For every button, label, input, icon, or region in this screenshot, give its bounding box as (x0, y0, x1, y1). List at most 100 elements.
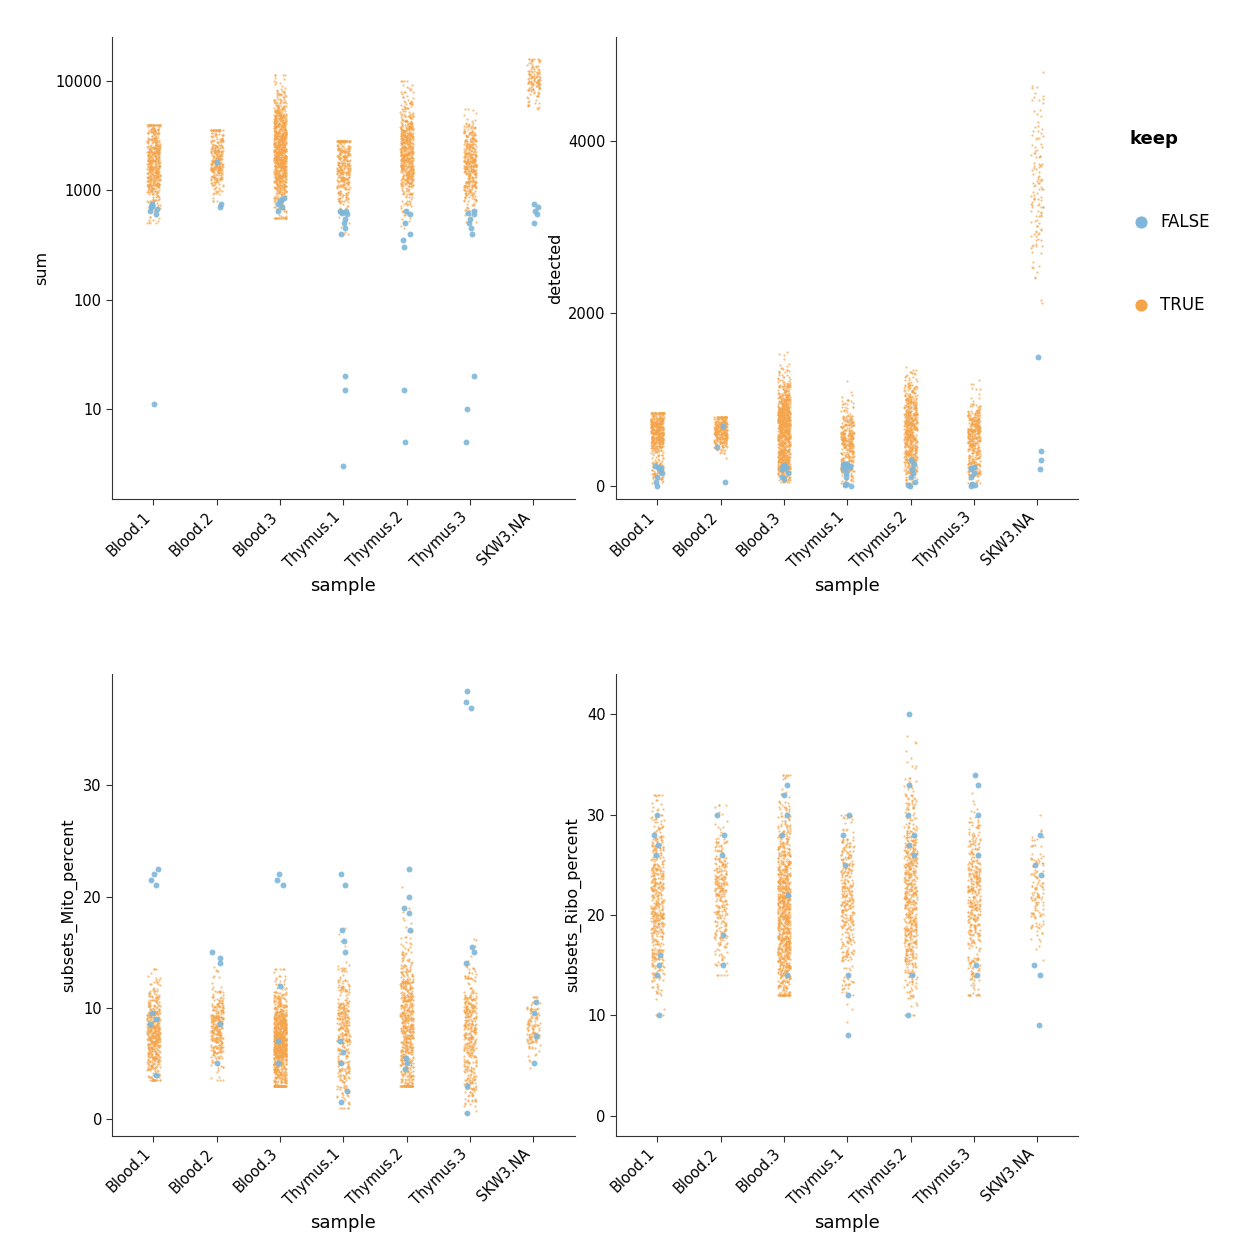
Point (1025, 879, 1045, 899)
Point (459, 1023, 479, 1043)
Point (265, 149, 285, 168)
Point (645, 423, 665, 443)
Point (337, 981, 357, 1001)
Point (900, 406, 920, 426)
Point (463, 158, 483, 178)
Point (779, 401, 799, 421)
Point (901, 401, 921, 421)
Point (203, 1041, 223, 1061)
Point (398, 1028, 418, 1048)
Point (900, 426, 920, 446)
Point (266, 1057, 286, 1077)
Point (779, 447, 799, 467)
Point (778, 394, 797, 414)
Point (778, 934, 797, 953)
Point (144, 1047, 163, 1067)
Point (328, 997, 348, 1017)
Point (895, 397, 915, 417)
Point (462, 147, 482, 167)
Point (394, 170, 414, 190)
Point (644, 436, 664, 456)
Point (337, 1046, 357, 1066)
Point (265, 165, 285, 185)
Point (466, 971, 485, 991)
Point (897, 393, 917, 413)
Point (271, 183, 291, 203)
Point (644, 409, 664, 429)
Point (339, 144, 359, 163)
Point (141, 963, 161, 983)
Point (962, 846, 982, 866)
Point (770, 911, 790, 931)
Point (394, 1030, 414, 1050)
Point (144, 1007, 163, 1027)
Point (844, 914, 864, 934)
Point (644, 916, 664, 936)
Point (459, 1013, 479, 1033)
Point (337, 992, 357, 1012)
Point (457, 152, 477, 172)
Point (711, 413, 731, 433)
Point (524, 987, 544, 1007)
Point (266, 130, 286, 150)
Point (901, 986, 921, 1006)
Point (334, 132, 354, 152)
Point (643, 412, 663, 432)
Point (328, 140, 348, 160)
Point (906, 917, 926, 937)
Point (840, 408, 860, 428)
Point (267, 1053, 287, 1073)
Point (140, 180, 160, 200)
Point (141, 1030, 161, 1050)
Point (832, 832, 852, 852)
Point (273, 1006, 293, 1026)
Point (970, 417, 990, 437)
Point (149, 141, 168, 161)
Point (276, 997, 296, 1017)
Point (523, 1022, 543, 1042)
Point (963, 463, 983, 483)
Point (650, 902, 670, 922)
Point (272, 185, 292, 205)
Point (140, 149, 160, 168)
Point (906, 930, 926, 950)
Point (895, 861, 915, 881)
Point (965, 426, 985, 446)
Point (462, 1010, 482, 1030)
Point (149, 995, 168, 1015)
Point (139, 150, 158, 170)
Point (265, 145, 285, 165)
Point (147, 158, 167, 178)
Point (778, 910, 797, 930)
Point (770, 403, 790, 423)
Point (394, 976, 414, 996)
Point (149, 1010, 168, 1030)
Point (394, 165, 414, 185)
Point (265, 92, 285, 112)
Point (331, 995, 351, 1015)
Point (202, 1021, 222, 1041)
Point (267, 152, 287, 172)
Point (391, 1046, 411, 1066)
Point (137, 142, 157, 162)
Point (201, 1022, 221, 1042)
Point (968, 418, 988, 438)
Point (462, 176, 482, 196)
Point (267, 146, 287, 166)
Point (142, 151, 162, 171)
Point (907, 469, 927, 489)
Point (267, 80, 287, 100)
Point (1027, 121, 1047, 141)
Point (905, 900, 925, 920)
Point (268, 1046, 288, 1066)
Point (775, 452, 795, 472)
Point (897, 824, 917, 844)
Point (142, 1016, 162, 1036)
Point (268, 1076, 288, 1096)
Point (771, 419, 791, 439)
Point (149, 160, 168, 180)
Point (648, 941, 668, 961)
Point (840, 947, 860, 967)
Point (268, 181, 288, 201)
Point (899, 389, 919, 409)
